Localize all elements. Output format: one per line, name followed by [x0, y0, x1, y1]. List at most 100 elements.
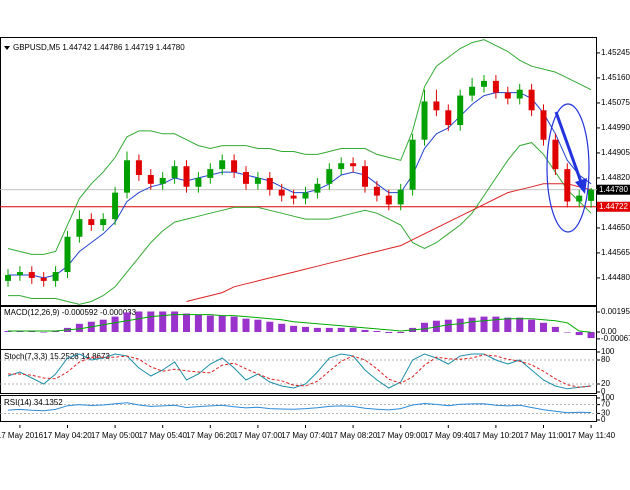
panel-frame — [0, 349, 597, 394]
candle-body — [588, 189, 595, 201]
x-tick-label: 17 May 2016 — [0, 431, 44, 440]
histogram-bar — [349, 327, 357, 332]
panel-frame — [0, 37, 597, 307]
candle-body — [40, 277, 47, 281]
candle-body — [504, 92, 511, 99]
candle-body — [552, 139, 559, 170]
level-label: 1.44722 — [599, 202, 628, 211]
candle-body — [576, 195, 583, 202]
histogram-bar — [75, 323, 83, 332]
annotation — [546, 103, 590, 233]
histogram-bar — [575, 332, 583, 336]
current-price-box — [597, 184, 630, 195]
indicator-line — [8, 314, 592, 333]
candle-body — [231, 160, 238, 173]
x-tick-label: 17 May 06:20 — [186, 431, 235, 440]
histogram-bar — [516, 317, 524, 332]
candle-body — [254, 177, 261, 184]
candle-body — [124, 160, 130, 193]
y-tick-label: 1.44565 — [601, 248, 630, 257]
arrow-head — [575, 178, 587, 194]
x-tick-label: 17 May 08:20 — [329, 431, 378, 440]
indicator-line — [7, 353, 592, 390]
candle-body — [5, 275, 11, 281]
histogram-bar — [540, 322, 547, 332]
candle-body — [362, 166, 368, 187]
indicator-line — [8, 142, 592, 305]
trend-arrow — [554, 111, 583, 183]
candle-body — [207, 169, 214, 178]
candle-body — [492, 80, 499, 93]
histogram-bar — [563, 332, 571, 333]
histogram-bar — [218, 315, 226, 332]
histogram-bar — [266, 321, 274, 332]
candle-body — [338, 163, 345, 170]
x-tick-label: 17 May 05:40 — [138, 431, 187, 440]
candle-body — [302, 192, 309, 199]
plot-area: 1.45245 1.45160 1.45075 1.44990 1.44905 1.448… — [0, 37, 630, 440]
histogram-bar — [492, 316, 500, 332]
histogram-bar — [171, 311, 179, 332]
y-tick-label: 1.44990 — [601, 123, 630, 132]
x-tick-label: 17 May 11:00 — [520, 431, 568, 440]
candle-body — [373, 186, 380, 196]
histogram-bar — [159, 311, 167, 332]
y-tick-label: 1.45075 — [601, 98, 630, 107]
histogram-bar — [397, 332, 405, 334]
header-marker — [4, 46, 10, 50]
candle-body — [481, 80, 487, 87]
candle-body — [76, 219, 83, 237]
y-tick-label: 1.45160 — [601, 73, 630, 82]
candle-body — [171, 166, 178, 178]
candle-body — [516, 89, 523, 99]
indicator-line — [7, 39, 592, 255]
y-tick-label: 1.44905 — [601, 148, 630, 157]
candle-body — [147, 175, 154, 184]
candle-body — [28, 272, 35, 278]
panel-title: GBPUSD,M5 1.44742 1.44786 1.44719 1.4478… — [13, 43, 185, 52]
candle-body — [64, 236, 71, 273]
highlight-ellipse — [546, 103, 590, 233]
candle-body — [266, 177, 273, 190]
histogram-bar — [480, 316, 488, 332]
histogram-bar — [504, 317, 512, 332]
histogram-bar — [302, 326, 309, 332]
candle-body — [433, 101, 440, 111]
histogram-bar — [194, 314, 202, 332]
histogram-bar — [206, 315, 214, 332]
candle-body — [183, 166, 190, 187]
histogram-bar — [135, 311, 143, 332]
candle-body — [564, 169, 571, 202]
y-tick-label: 70 — [601, 400, 610, 409]
histogram-bar — [444, 319, 452, 332]
candle-body — [540, 110, 547, 140]
histogram-bar — [242, 318, 250, 332]
histogram-bar — [551, 326, 559, 332]
histogram-bar — [432, 320, 440, 332]
candle-body — [278, 189, 285, 196]
x-tick-label: 17 May 07:00 — [234, 431, 283, 440]
x-tick-label: 17 May 10:20 — [472, 431, 521, 440]
y-tick-label: 0.00 — [601, 327, 617, 336]
y-tick-label: 1.44480 — [601, 273, 630, 282]
candle-body — [397, 189, 404, 205]
histogram-bar — [230, 316, 238, 332]
candle-body — [409, 139, 416, 190]
y-tick-label: -0.00067 — [601, 334, 630, 343]
histogram-bar — [373, 330, 381, 332]
histogram-bar — [278, 323, 286, 332]
candle-body — [385, 195, 392, 205]
level-label-box — [597, 201, 630, 212]
histogram-bar — [147, 311, 155, 332]
x-tick-label: 17 May 07:40 — [281, 431, 330, 440]
candle-body — [326, 169, 333, 184]
candle-body — [88, 219, 95, 225]
histogram-bar — [40, 332, 48, 333]
candle-body — [243, 172, 249, 184]
indicator-line — [8, 92, 592, 279]
y-tick-label: 30 — [601, 409, 610, 418]
candle-body — [16, 272, 23, 275]
y-tick-label: 0.00195 — [601, 307, 630, 316]
y-tick-label: 80 — [601, 355, 610, 364]
candle-body — [112, 192, 119, 220]
